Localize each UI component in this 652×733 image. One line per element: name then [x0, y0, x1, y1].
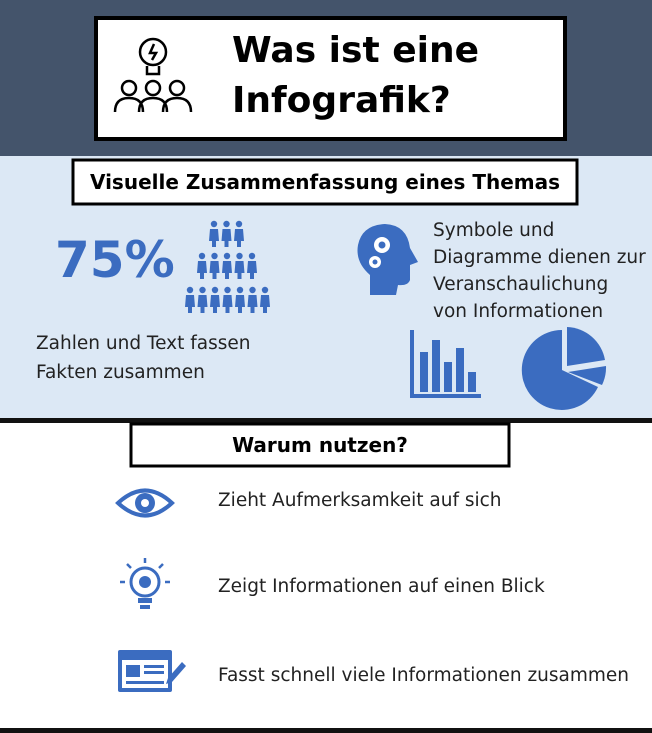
person-head — [249, 286, 256, 294]
header-icon — [113, 37, 193, 113]
head-gears-icon — [357, 224, 418, 295]
person-head — [223, 220, 230, 228]
section-heading: Warum nutzen? — [232, 433, 408, 457]
reason: Zeigt Informationen auf einen Blick — [218, 576, 545, 597]
person-body — [234, 229, 244, 247]
person-body — [197, 261, 207, 279]
person-body — [210, 295, 220, 313]
person-body — [235, 295, 245, 313]
title-box — [94, 16, 567, 141]
section-heading: Visuelle Zusammenfassung eines Themas — [90, 170, 560, 194]
person-body — [222, 295, 233, 313]
caption-line: Fakten zusammen — [36, 362, 205, 383]
person-body — [221, 229, 232, 247]
bar-chart-icon — [410, 330, 481, 398]
reason: Fasst schnell viele Informationen zusamm… — [218, 665, 629, 686]
person-body — [247, 295, 258, 313]
person-head — [211, 252, 218, 260]
person-head — [199, 286, 206, 294]
person-head — [235, 220, 243, 228]
person-body — [209, 261, 220, 279]
person-body — [185, 295, 195, 313]
person-head — [186, 286, 194, 294]
person-head — [211, 286, 219, 294]
caption-line: Zahlen und Text fassen — [36, 333, 250, 354]
caption-line: Veranschaulichung — [433, 274, 608, 295]
title-line: Infografik? — [232, 80, 451, 121]
person-body — [247, 261, 257, 279]
person-head — [236, 286, 244, 294]
eye-icon — [115, 488, 175, 518]
person-head — [223, 252, 231, 260]
caption-line: von Informationen — [433, 301, 603, 322]
document-icon — [118, 650, 186, 692]
person-head — [261, 286, 269, 294]
caption-line: Symbole und — [433, 220, 554, 241]
pie-icon — [521, 327, 607, 410]
section-background — [0, 423, 652, 728]
person-body — [197, 295, 208, 313]
divider — [0, 728, 652, 733]
title-line: Was ist eine — [232, 30, 479, 71]
person-body — [209, 229, 219, 247]
reason: Zieht Aufmerksamkeit auf sich — [218, 490, 502, 511]
person-head — [248, 252, 256, 260]
person-body — [222, 261, 232, 279]
lightbulb-icon — [120, 558, 170, 609]
divider — [0, 418, 652, 423]
person-head — [198, 252, 206, 260]
person-body — [234, 261, 245, 279]
stat: 75% — [55, 231, 175, 289]
caption-line: Diagramme dienen zur — [433, 247, 646, 268]
person-body — [260, 295, 270, 313]
heading-box — [129, 422, 511, 468]
people-icon — [185, 220, 270, 313]
person-head — [236, 252, 243, 260]
person-head — [210, 220, 218, 228]
person-head — [224, 286, 231, 294]
heading-box — [71, 158, 579, 206]
